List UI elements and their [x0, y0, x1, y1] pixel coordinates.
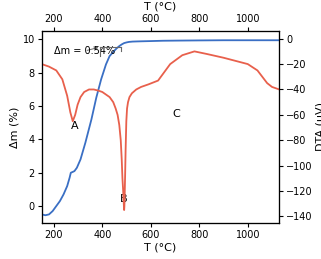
Text: A: A	[71, 121, 78, 131]
X-axis label: T (°C): T (°C)	[144, 242, 177, 253]
Y-axis label: DTA (μV): DTA (μV)	[316, 102, 321, 152]
Text: C: C	[173, 109, 180, 119]
Y-axis label: Δm (%): Δm (%)	[10, 106, 20, 148]
Text: B: B	[120, 195, 128, 204]
X-axis label: T (°C): T (°C)	[144, 2, 177, 12]
Text: Δm = 0.54%: Δm = 0.54%	[54, 46, 115, 56]
